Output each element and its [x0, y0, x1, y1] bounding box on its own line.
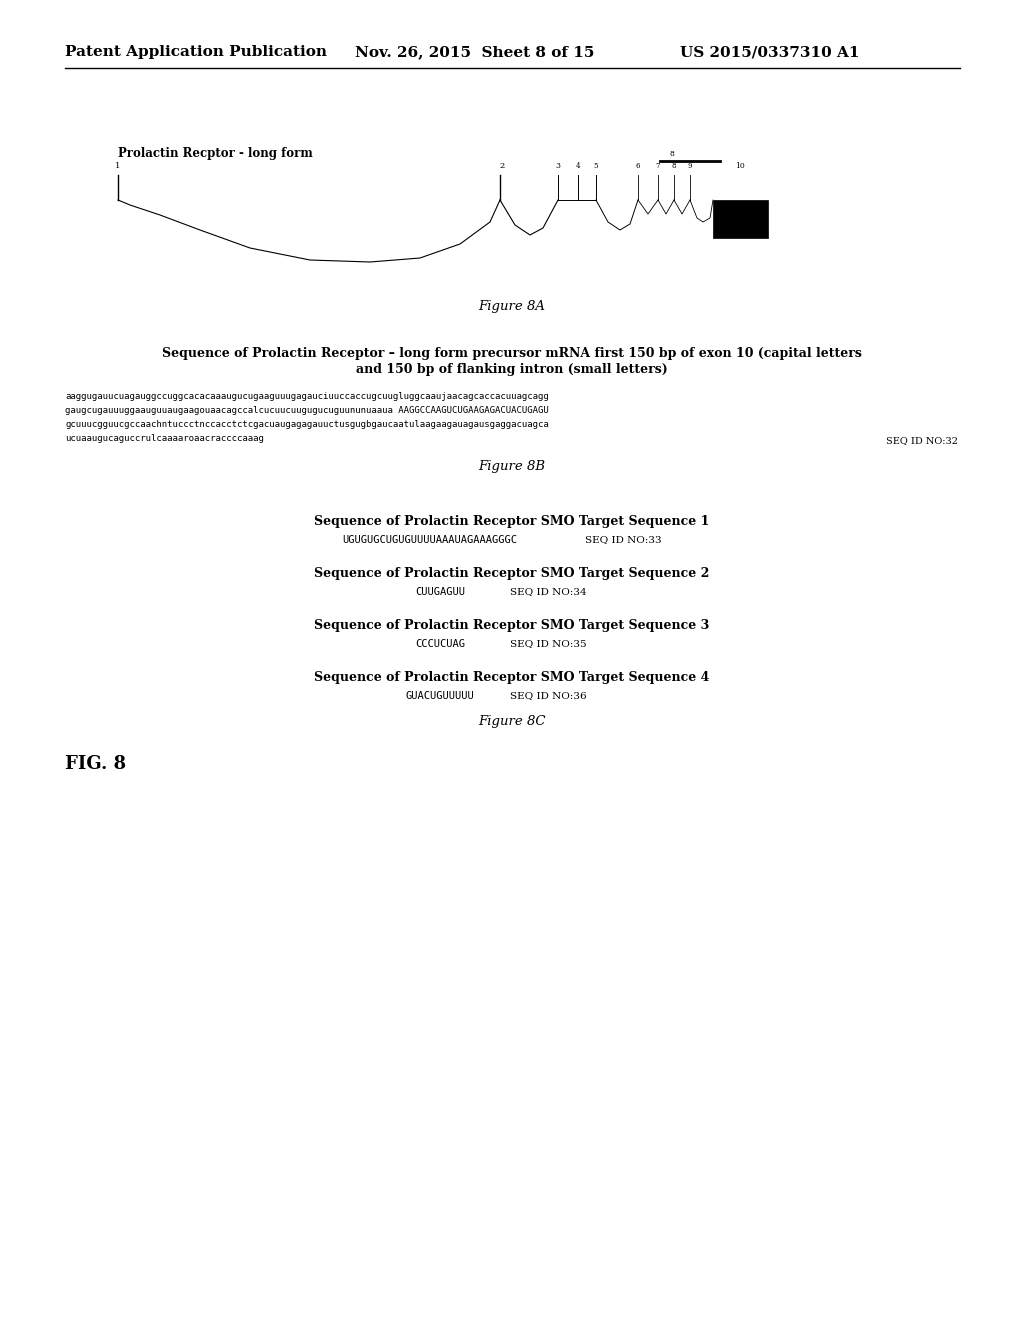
Text: 9: 9: [688, 162, 692, 170]
Text: gcuuucgguucgccaachntuccctnccacctctcgacuaugagagauuctusgugbgaucaatulaagaagauagausg: gcuuucgguucgccaachntuccctnccacctctcgacua…: [65, 420, 549, 429]
Text: SEQ ID NO:35: SEQ ID NO:35: [510, 639, 587, 648]
Text: Sequence of Prolactin Receptor SMO Target Sequence 1: Sequence of Prolactin Receptor SMO Targe…: [314, 515, 710, 528]
Text: 8: 8: [672, 162, 676, 170]
Text: 4: 4: [575, 162, 581, 170]
Text: Sequence of Prolactin Receptor – long form precursor mRNA first 150 bp of exon 1: Sequence of Prolactin Receptor – long fo…: [162, 347, 862, 360]
Text: 5: 5: [594, 162, 598, 170]
Text: 1: 1: [116, 162, 121, 170]
Text: 10: 10: [735, 162, 745, 170]
Text: 6: 6: [636, 162, 640, 170]
Text: US 2015/0337310 A1: US 2015/0337310 A1: [680, 45, 859, 59]
Text: Figure 8A: Figure 8A: [478, 300, 546, 313]
Text: SEQ ID NO:33: SEQ ID NO:33: [585, 535, 662, 544]
Text: CUUGAGUU: CUUGAGUU: [415, 587, 465, 597]
Text: Sequence of Prolactin Receptor SMO Target Sequence 4: Sequence of Prolactin Receptor SMO Targe…: [314, 671, 710, 684]
Text: Patent Application Publication: Patent Application Publication: [65, 45, 327, 59]
Text: Prolactin Recptor - long form: Prolactin Recptor - long form: [118, 147, 312, 160]
Text: Figure 8B: Figure 8B: [478, 459, 546, 473]
Text: SEQ ID NO:36: SEQ ID NO:36: [510, 690, 587, 700]
Text: GUACUGUUUUU: GUACUGUUUUU: [406, 690, 474, 701]
Text: Sequence of Prolactin Receptor SMO Target Sequence 2: Sequence of Prolactin Receptor SMO Targe…: [314, 568, 710, 579]
Text: ucuaaugucaguccrulcaaaaroaacraccccaaag: ucuaaugucaguccrulcaaaaroaacraccccaaag: [65, 434, 264, 444]
Bar: [713, 201, 768, 238]
Text: 2: 2: [500, 162, 505, 170]
Text: FIG. 8: FIG. 8: [65, 755, 126, 774]
Text: gaugcugauuuggaauguuaugaagouaacagccalcucuucuugugucuguununuaaua AAGGCCAAGUCUGAAGAG: gaugcugauuuggaauguuaugaagouaacagccalcucu…: [65, 407, 549, 414]
Text: 7: 7: [655, 162, 660, 170]
Text: SEQ ID NO:34: SEQ ID NO:34: [510, 587, 587, 597]
Text: and 150 bp of flanking intron (small letters): and 150 bp of flanking intron (small let…: [356, 363, 668, 376]
Text: Sequence of Prolactin Receptor SMO Target Sequence 3: Sequence of Prolactin Receptor SMO Targe…: [314, 619, 710, 632]
Text: Nov. 26, 2015  Sheet 8 of 15: Nov. 26, 2015 Sheet 8 of 15: [355, 45, 594, 59]
Text: aaggugauucuagauggccuggcacacaaaugucugaaguuugagauciuuccaccugcuugluggcaaujaacagcacc: aaggugauucuagauggccuggcacacaaaugucugaagu…: [65, 392, 549, 401]
Text: CCCUCUAG: CCCUCUAG: [415, 639, 465, 649]
Text: Figure 8C: Figure 8C: [478, 715, 546, 729]
Text: SEQ ID NO:32: SEQ ID NO:32: [886, 436, 958, 445]
Text: UGUGUGCUGUGUUUUAAAUAGAAAGGGC: UGUGUGCUGUGUUUUAAAUAGAAAGGGC: [342, 535, 517, 545]
Text: 8: 8: [670, 150, 675, 158]
Text: 3: 3: [555, 162, 560, 170]
